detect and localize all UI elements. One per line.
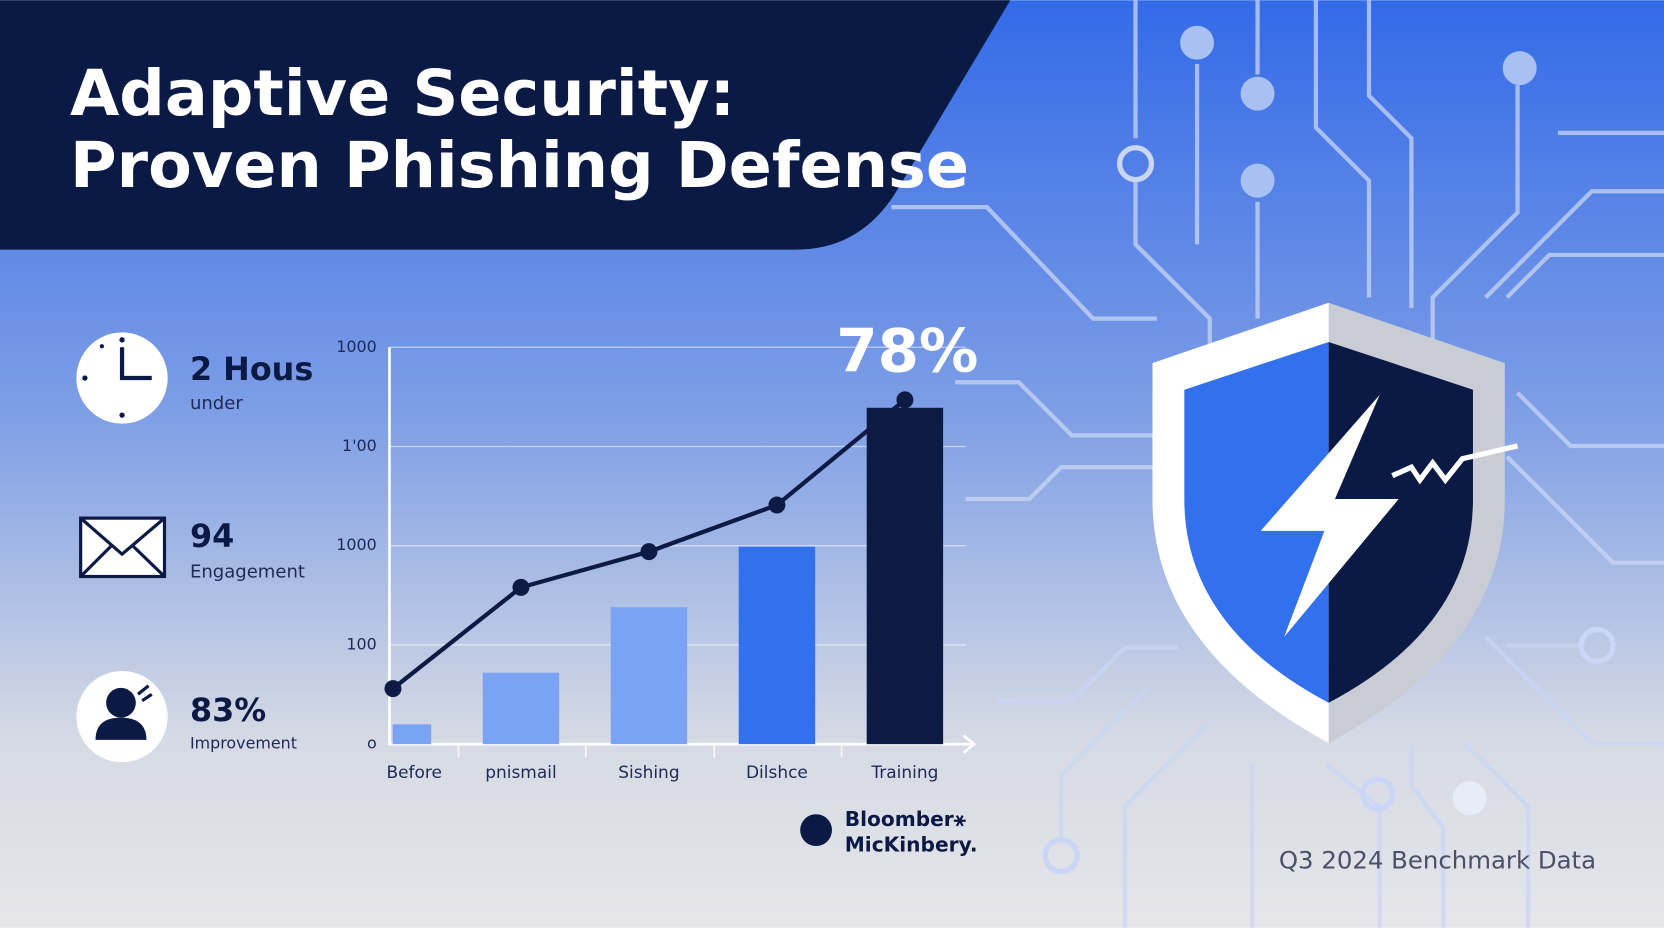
line-point bbox=[384, 680, 402, 698]
stat-label: under bbox=[190, 393, 243, 414]
y-tick-label: 100 bbox=[346, 634, 376, 653]
person-icon bbox=[76, 670, 168, 763]
line-point bbox=[768, 496, 786, 514]
bar bbox=[392, 724, 432, 745]
stat-value: 83% bbox=[190, 691, 266, 729]
stat-value: 2 Hous bbox=[190, 350, 313, 388]
chart: o 100 1000 1'00 1000 Before pnismail Sishing Dil… bbox=[336, 337, 977, 783]
bar bbox=[866, 407, 944, 745]
shield bbox=[1152, 302, 1519, 744]
line-point bbox=[896, 391, 914, 409]
line-point bbox=[512, 578, 530, 596]
footer: Q3 2024 Benchmark Data bbox=[1279, 845, 1596, 874]
title-line: Adaptive Security: bbox=[70, 57, 735, 131]
bar bbox=[610, 607, 688, 745]
y-tick-label: o bbox=[367, 734, 377, 753]
y-tick-label: 1000 bbox=[336, 535, 376, 554]
x-tick-label: Dilshce bbox=[746, 763, 808, 783]
logo-text: Bloomber⚹ bbox=[845, 807, 966, 831]
bar bbox=[738, 546, 816, 745]
y-tick-label: 1'00 bbox=[342, 436, 377, 455]
stat-label: Engagement bbox=[190, 562, 305, 583]
line-point bbox=[640, 543, 658, 561]
category-separators bbox=[457, 744, 843, 758]
x-tick-label: Training bbox=[870, 763, 938, 783]
bar bbox=[482, 672, 560, 745]
annotation: 78% bbox=[836, 318, 978, 387]
x-tick-label: Before bbox=[386, 763, 441, 783]
envelope-icon bbox=[79, 516, 167, 579]
stat-label: Improvement bbox=[190, 733, 297, 752]
x-tick-label: pnismail bbox=[485, 763, 556, 783]
logo-mark bbox=[800, 814, 832, 847]
y-tick-label: 1000 bbox=[336, 337, 376, 356]
stat-value: 94 bbox=[190, 517, 234, 555]
title-line: Proven Phishing Defense bbox=[70, 129, 969, 203]
circuit-nodes bbox=[1180, 25, 1537, 816]
clock-icon bbox=[76, 332, 168, 424]
title-banner bbox=[0, 0, 1011, 250]
circuit-lines bbox=[891, 0, 1664, 928]
x-tick-label: Sishing bbox=[618, 763, 679, 783]
circuit-rings bbox=[1042, 145, 1616, 875]
logo-text: MicKinbery. bbox=[845, 832, 978, 856]
